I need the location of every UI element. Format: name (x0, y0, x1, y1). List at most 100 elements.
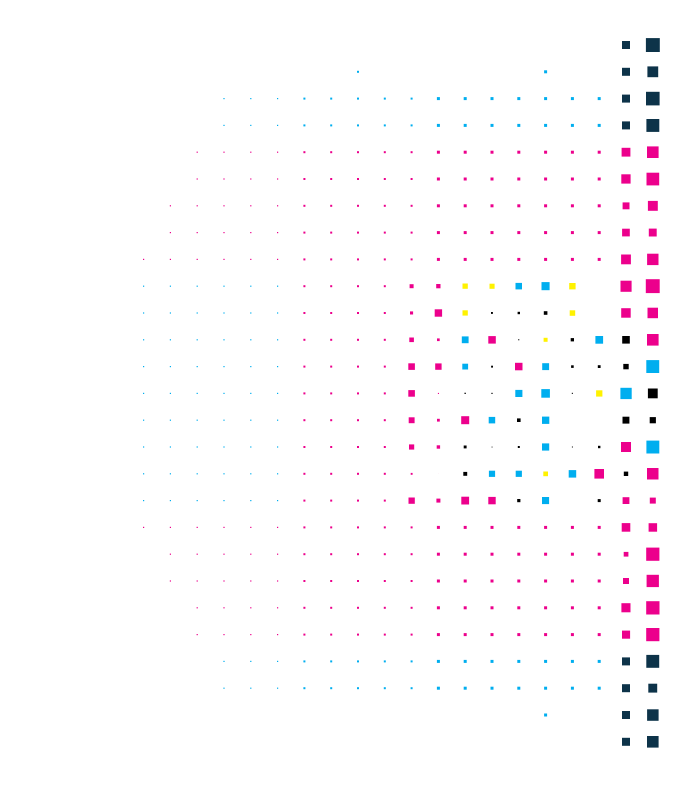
halftone-dot (544, 579, 548, 583)
halftone-dot (357, 285, 359, 288)
halftone-dot (570, 150, 574, 154)
halftone-dot (463, 686, 467, 690)
halftone-dot (303, 178, 306, 180)
halftone-dot (383, 606, 386, 609)
halftone-dot (277, 124, 279, 126)
halftone-dot (649, 497, 656, 504)
halftone-dot (435, 363, 442, 370)
halftone-dot (541, 282, 550, 291)
halftone-dot (303, 124, 306, 127)
halftone-dot (649, 417, 656, 424)
halftone-dot (196, 178, 198, 180)
halftone-dot (357, 392, 359, 395)
halftone-dot (647, 253, 659, 266)
halftone-dot (196, 607, 198, 609)
halftone-dot (517, 686, 521, 690)
halftone-dot (436, 686, 440, 690)
halftone-dot (490, 231, 494, 235)
halftone-dot (597, 97, 601, 101)
halftone-dot (277, 580, 279, 582)
halftone-dot (597, 579, 601, 583)
halftone-dot (410, 178, 413, 180)
halftone-dot (357, 446, 359, 448)
halftone-dot (250, 526, 252, 528)
halftone-dot (570, 338, 574, 342)
halftone-dot (544, 70, 548, 74)
halftone-dot (250, 151, 252, 153)
halftone-dot (490, 525, 494, 529)
halftone-dot (143, 285, 145, 287)
halftone-dot (330, 285, 333, 288)
halftone-dot (463, 231, 467, 235)
halftone-dot (143, 526, 145, 528)
halftone-dot (277, 500, 279, 502)
halftone-dot (571, 365, 574, 368)
halftone-dot (544, 97, 548, 101)
halftone-dot (277, 339, 279, 341)
halftone-dot (515, 389, 523, 397)
halftone-dot (357, 151, 359, 154)
halftone-dot (223, 285, 225, 287)
halftone-dot (410, 633, 413, 636)
halftone-dot (622, 228, 630, 237)
halftone-dot (357, 526, 359, 529)
halftone-dot (196, 285, 198, 287)
halftone-dot (542, 363, 550, 371)
halftone-dot (223, 392, 225, 394)
halftone-dot (169, 419, 171, 421)
halftone-dot (464, 392, 466, 394)
halftone-dot (570, 525, 574, 529)
halftone-dot (518, 339, 520, 341)
halftone-dot (463, 97, 467, 101)
halftone-dot (621, 254, 631, 265)
halftone-dot (621, 523, 631, 532)
halftone-dot (357, 231, 359, 234)
halftone-dot (303, 580, 306, 582)
halftone-dot (437, 418, 440, 422)
halftone-dot (597, 552, 601, 556)
halftone-dot (223, 312, 225, 314)
halftone-dot (621, 308, 631, 318)
halftone-dot (544, 659, 548, 663)
halftone-dot (357, 124, 359, 127)
halftone-dot (462, 310, 468, 316)
halftone-dot (250, 473, 252, 475)
halftone-dot (463, 150, 467, 154)
halftone-dot (622, 711, 630, 719)
halftone-dot (623, 578, 629, 584)
halftone-dot (488, 416, 496, 424)
halftone-dot (196, 446, 198, 448)
halftone-dot (330, 151, 333, 154)
halftone-dot (410, 526, 413, 529)
halftone-dot (490, 177, 494, 181)
halftone-dot (383, 258, 386, 261)
halftone-dot (250, 607, 252, 609)
halftone-dot (169, 285, 171, 287)
halftone-dot (571, 446, 573, 448)
halftone-dot (250, 687, 252, 689)
halftone-dot (594, 469, 604, 479)
halftone-dot (646, 91, 660, 106)
halftone-dot (490, 123, 494, 127)
halftone-dot (143, 258, 145, 260)
halftone-dot (169, 473, 171, 475)
halftone-dot (463, 204, 467, 208)
halftone-dot (383, 472, 386, 475)
halftone-dot (330, 419, 333, 422)
halftone-dot (357, 419, 359, 422)
halftone-dot (436, 150, 440, 154)
halftone-dot (169, 339, 171, 341)
halftone-dot (277, 660, 279, 662)
halftone-dot (303, 285, 306, 288)
halftone-dot (357, 365, 359, 368)
halftone-dot (277, 258, 279, 260)
halftone-dot (196, 392, 198, 394)
halftone-dot (330, 258, 333, 261)
halftone-dot (303, 97, 306, 100)
halftone-dot (303, 687, 306, 690)
halftone-dot (277, 687, 279, 689)
halftone-dot (303, 472, 306, 475)
halftone-dot (517, 257, 521, 261)
halftone-dot (646, 440, 660, 454)
